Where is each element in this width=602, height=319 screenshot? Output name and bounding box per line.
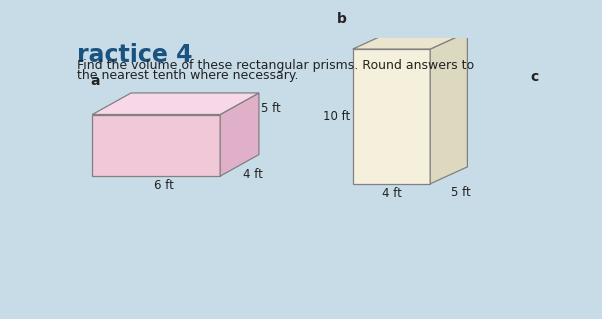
Polygon shape — [353, 49, 430, 184]
Text: the nearest tenth where necessary.: the nearest tenth where necessary. — [77, 69, 299, 82]
Text: 4 ft: 4 ft — [382, 187, 402, 200]
Text: ractice 4: ractice 4 — [77, 43, 192, 67]
Polygon shape — [220, 93, 259, 176]
Text: 10 ft: 10 ft — [323, 110, 350, 123]
Text: b: b — [337, 12, 347, 26]
Text: 6 ft: 6 ft — [154, 179, 173, 192]
Text: 5 ft: 5 ft — [451, 186, 471, 199]
Polygon shape — [353, 32, 467, 49]
Text: c: c — [530, 70, 539, 84]
Polygon shape — [92, 93, 259, 115]
Text: a: a — [91, 74, 101, 88]
Polygon shape — [430, 32, 467, 184]
Text: Find the volume of these rectangular prisms. Round answers to: Find the volume of these rectangular pri… — [77, 59, 474, 72]
Text: 5 ft: 5 ft — [261, 102, 281, 115]
Text: 4 ft: 4 ft — [243, 168, 262, 182]
Polygon shape — [92, 115, 220, 176]
